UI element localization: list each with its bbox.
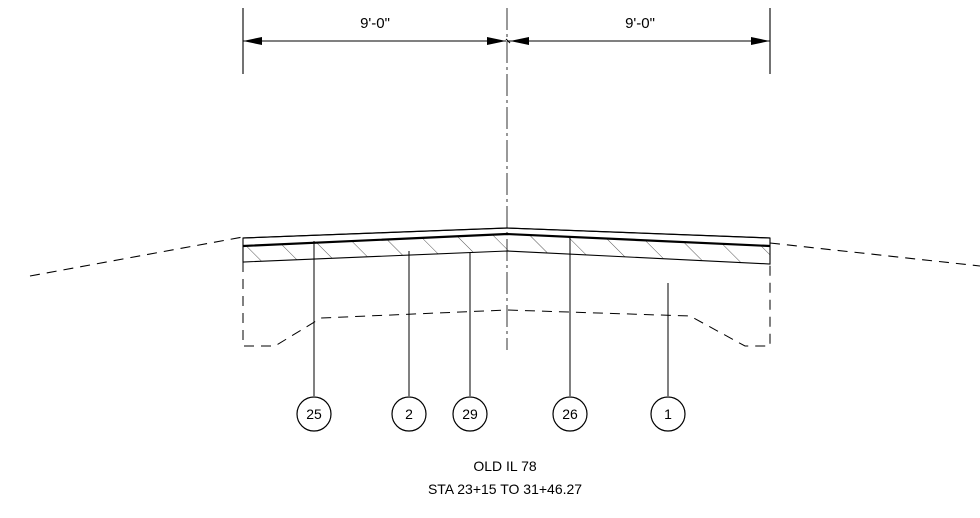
callout-label: 25 <box>306 406 322 422</box>
existing-ground-left <box>29 236 244 277</box>
arrowhead-left-outer <box>243 37 262 45</box>
section-title: OLD IL 78 <box>473 458 537 474</box>
arrowhead-right-inner <box>510 37 529 45</box>
callout-label: 29 <box>462 406 478 422</box>
callout-label: 26 <box>562 406 578 422</box>
callout-bubble-2: 2 <box>391 396 427 432</box>
existing-ground-right <box>769 242 980 267</box>
arrowhead-right-outer <box>751 37 770 45</box>
dimension-break-mark <box>505 38 511 44</box>
hatched-layer <box>243 234 770 264</box>
callout-bubble-29: 29 <box>452 396 488 432</box>
callout-bubble-1: 1 <box>650 396 686 432</box>
callout-bubble-26: 26 <box>552 396 588 432</box>
station-range: STA 23+15 TO 31+46.27 <box>428 481 582 497</box>
right-dimension-label: 9'-0" <box>625 15 655 32</box>
arrowhead-left-inner <box>487 37 506 45</box>
pavement-surface-line <box>242 227 771 239</box>
overlay-line <box>242 232 771 248</box>
callout-label: 2 <box>405 406 413 422</box>
callout-label: 1 <box>664 406 672 422</box>
subbase-outline <box>242 262 771 347</box>
left-dimension-label: 9'-0" <box>360 15 390 32</box>
callout-bubble-25: 25 <box>296 396 332 432</box>
